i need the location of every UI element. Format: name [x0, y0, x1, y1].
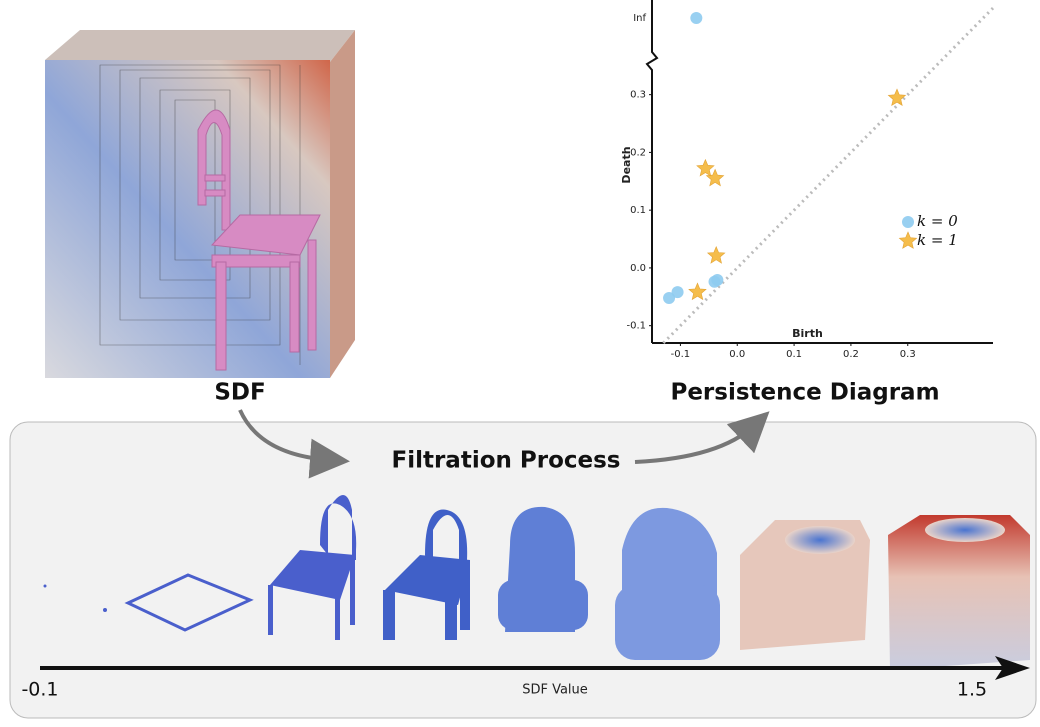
inf-label: Inf — [633, 13, 646, 24]
legend-label: k = 1 — [917, 231, 958, 249]
y-tick-label: 0.0 — [630, 263, 646, 274]
axis-end-label: 1.5 — [957, 679, 987, 701]
x-tick-label: 0.3 — [900, 349, 916, 360]
legend-label: k = 0 — [917, 212, 958, 230]
x-axis-label: Birth — [792, 327, 823, 340]
y-tick-label: -0.1 — [626, 321, 646, 332]
circle-point — [711, 274, 723, 286]
x-tick-label: 0.0 — [729, 349, 745, 360]
x-tick-label: -0.1 — [671, 349, 691, 360]
axis-label: SDF Value — [522, 683, 588, 698]
circle-point — [672, 286, 684, 298]
star-point — [888, 89, 905, 105]
y-axis — [647, 0, 657, 343]
y-axis-label: Death — [620, 146, 633, 183]
x-tick-label: 0.2 — [843, 349, 859, 360]
sdf-illustration — [45, 30, 355, 378]
axis-start-label: -0.1 — [21, 679, 58, 701]
star-point — [708, 247, 725, 263]
canvas: SDF Filtration Process -0.1 1.5 SDF Valu… — [0, 0, 1040, 727]
y-tick-label: 0.3 — [630, 90, 646, 101]
figure: SDF Filtration Process -0.1 1.5 SDF Valu… — [0, 0, 1040, 727]
y-tick-label: 0.1 — [630, 205, 646, 216]
x-tick-label: 0.1 — [786, 349, 802, 360]
sdf-label: SDF — [214, 380, 265, 406]
chart-title: Persistence Diagram — [670, 380, 939, 406]
star-point — [689, 283, 706, 299]
star-point — [697, 160, 714, 176]
circle-point — [902, 216, 914, 228]
filtration-title: Filtration Process — [391, 448, 620, 474]
star-point — [899, 232, 916, 248]
circle-point — [690, 12, 702, 24]
